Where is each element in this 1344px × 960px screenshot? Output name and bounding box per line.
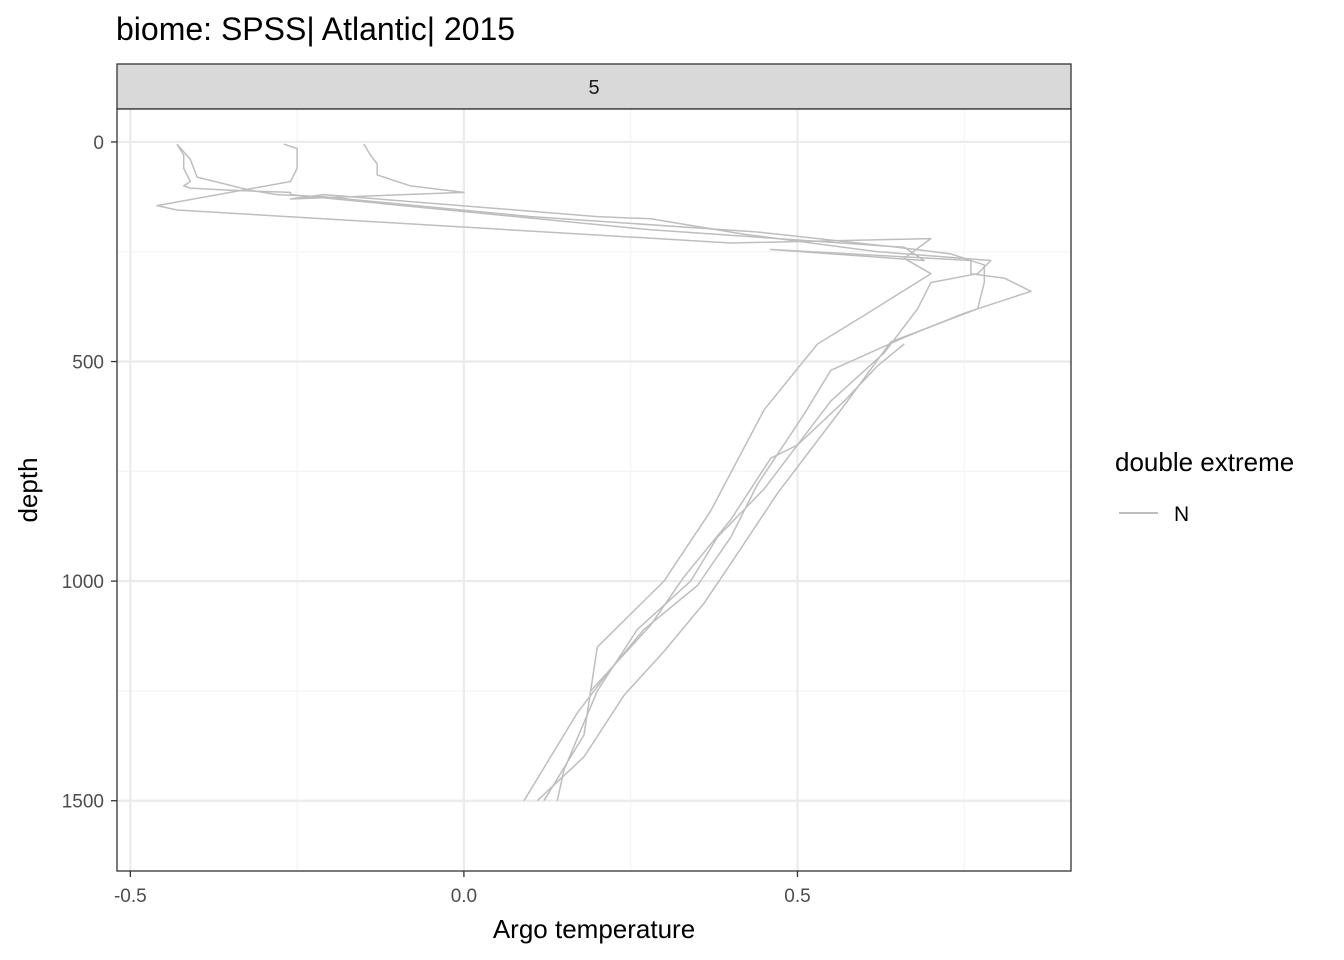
data-series [156,143,1032,802]
x-tick-label: -0.5 [114,886,147,907]
y-axis-title: depth [13,457,43,522]
panel-background [117,109,1071,871]
facet-strip-label: 5 [588,77,599,99]
legend-label-n: N [1174,503,1189,526]
series-line-1 [176,143,1032,802]
y-tick-label: 0 [93,133,104,154]
x-axis-title: Argo temperature [493,914,695,944]
y-tick-label: 1000 [62,572,104,593]
y-tick-label: 1500 [62,792,104,813]
plot-panel [116,108,1072,872]
panel-border [116,108,1072,872]
y-tick-label: 500 [72,353,104,374]
y-axis: 0 500 1000 1500 [62,133,117,813]
x-tick-label: 0.5 [784,886,810,907]
series-line-4 [176,143,986,802]
series-line-5 [590,343,905,692]
chart-title: biome: SPSS| Atlantic| 2015 [116,11,515,47]
x-axis: -0.5 0.0 0.5 [114,871,811,907]
legend-title: double extreme [1115,447,1294,477]
legend: double extreme N [1115,447,1294,526]
facet-strip [116,63,1072,110]
x-tick-label: 0.0 [451,886,477,907]
series-line-2 [156,143,932,802]
